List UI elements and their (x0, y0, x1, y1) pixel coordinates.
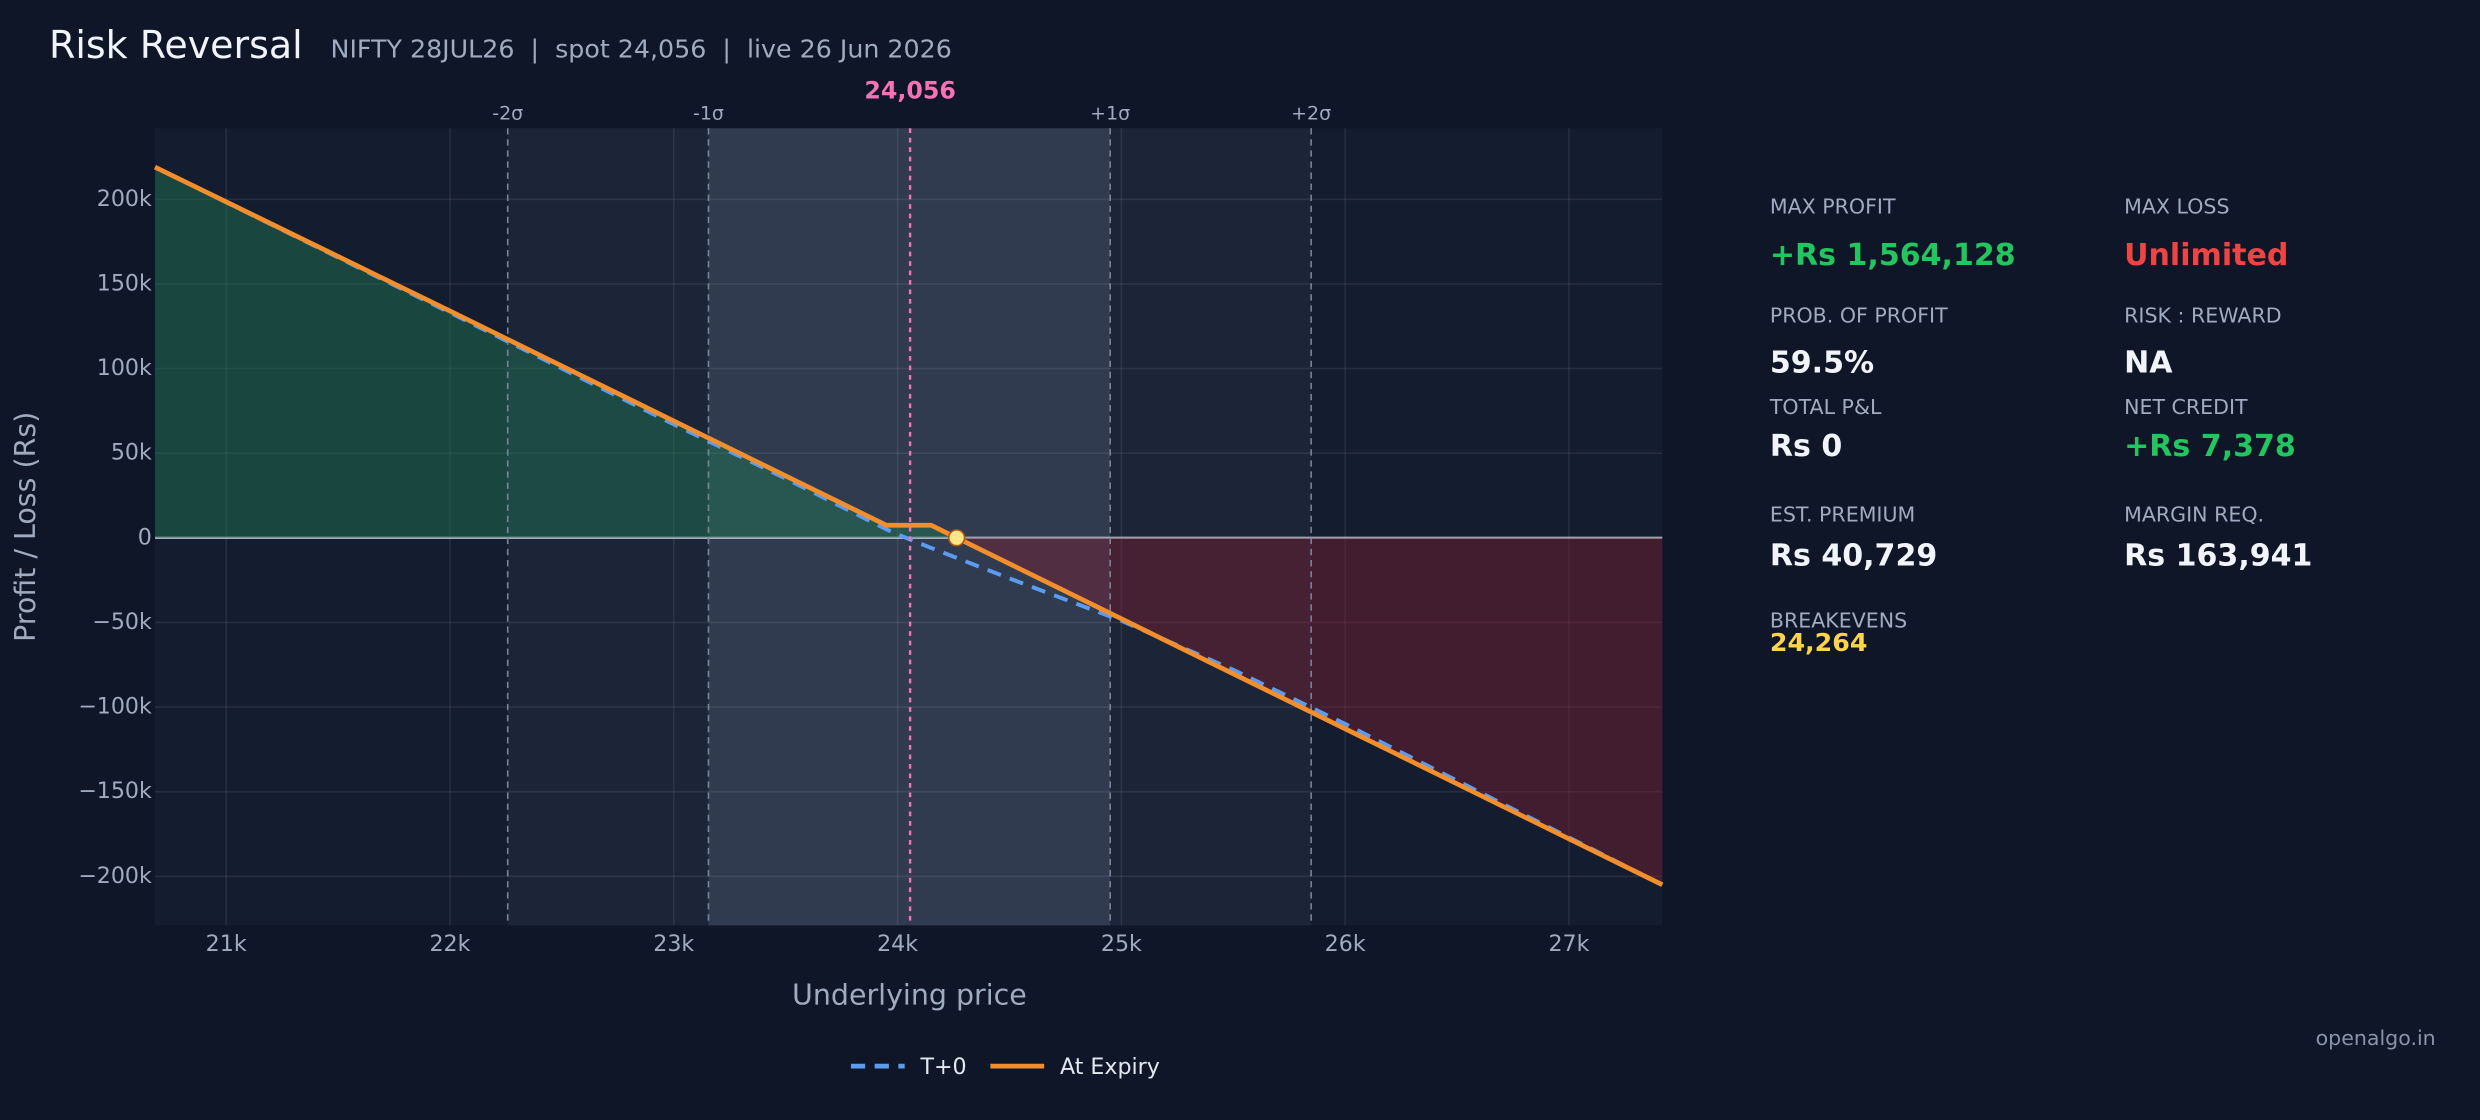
spot-label: 24,056 (864, 76, 956, 104)
stat-value: Rs 163,941 (2124, 538, 2312, 573)
x-tick-label: 23k (653, 931, 694, 957)
stat-value: NA (2124, 345, 2173, 380)
y-tick-label: −100k (78, 694, 152, 720)
y-tick-label: −50k (92, 609, 152, 635)
stat-value: Rs 40,729 (1770, 538, 1937, 573)
breakeven-marker (947, 529, 966, 547)
subtitle: NIFTY 28JUL26 | spot 24,056 | live 26 Ju… (331, 35, 952, 64)
series-line (154, 165, 1664, 887)
x-axis-label: Underlying price (792, 979, 1027, 1012)
stat-label: PROB. OF PROFIT (1770, 303, 1948, 327)
stat-label: BREAKEVENS (1770, 609, 1907, 633)
y-tick-label: 0 (138, 524, 152, 550)
stat-value: +Rs 7,378 (2124, 429, 2296, 464)
title: Risk Reversal (49, 23, 303, 67)
stat-value: 24,264 (1770, 628, 1868, 657)
y-tick-label: 50k (111, 440, 152, 466)
stat-value: 59.5% (1770, 345, 1874, 380)
sigma-label: -2σ (492, 102, 523, 124)
profit-area (155, 167, 1663, 538)
y-tick-label: −200k (78, 863, 152, 889)
x-tick-label: 22k (429, 931, 470, 957)
y-tick-label: 150k (97, 270, 152, 296)
sigma-label: -1σ (693, 102, 724, 124)
legend-label: T+0 (920, 1054, 967, 1080)
stat-label: MARGIN REQ. (2124, 503, 2264, 527)
legend-label: At Expiry (1060, 1054, 1160, 1080)
series-line (153, 165, 1664, 887)
sigma-label: +2σ (1291, 102, 1331, 124)
x-tick-label: 27k (1548, 931, 1589, 957)
stat-value: +Rs 1,564,128 (1770, 238, 2016, 273)
stat-label: RISK : REWARD (2124, 303, 2281, 327)
sigma-label: +1σ (1090, 102, 1130, 124)
y-tick-label: 100k (97, 355, 152, 381)
watermark: openalgo.in (2316, 1026, 2436, 1050)
stat-label: NET CREDIT (2124, 395, 2248, 419)
stat-label: TOTAL P&L (1769, 395, 1882, 419)
x-tick-label: 24k (877, 931, 918, 957)
y-tick-label: −150k (78, 778, 152, 804)
x-tick-label: 21k (206, 931, 247, 957)
x-tick-label: 26k (1325, 931, 1366, 957)
stat-label: EST. PREMIUM (1770, 503, 1915, 527)
stat-label: MAX PROFIT (1770, 194, 1896, 218)
stat-label: MAX LOSS (2124, 194, 2229, 218)
loss-area (155, 537, 1663, 885)
y-axis-label: Profit / Loss (Rs) (9, 412, 42, 642)
y-tick-label: 200k (97, 186, 152, 212)
stat-value: Unlimited (2124, 238, 2288, 273)
x-tick-label: 25k (1101, 931, 1142, 957)
stat-value: Rs 0 (1770, 429, 1842, 464)
